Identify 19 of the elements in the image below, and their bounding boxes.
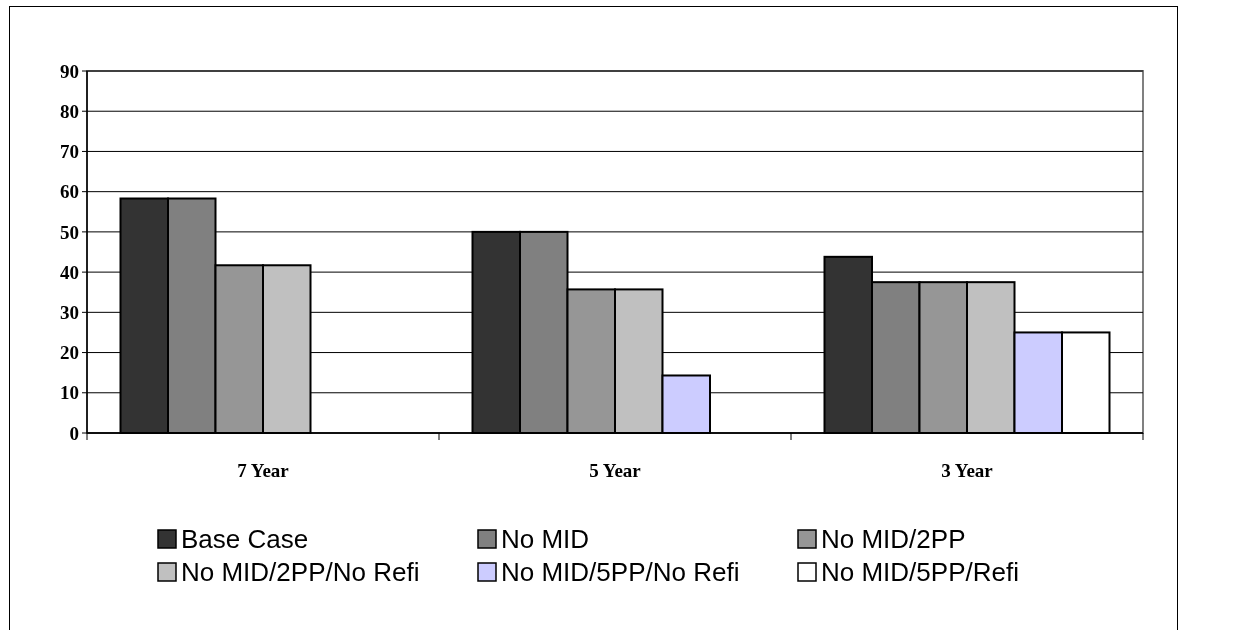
y-tick-label: 40 (60, 261, 79, 283)
y-tick-label: 20 (60, 342, 79, 364)
x-tick-label: 5 Year (589, 460, 642, 481)
y-tick-label: 10 (60, 382, 79, 404)
x-tick-label: 7 Year (237, 460, 290, 481)
y-tick-label: 80 (60, 100, 79, 122)
legend-label: No MID (501, 524, 590, 555)
y-tick-label: 60 (60, 181, 79, 203)
legend-label: No MID/2PP/No Refi (181, 557, 420, 588)
x-tick-label: 3 Year (941, 460, 994, 481)
y-tick-label: 90 (60, 60, 79, 82)
y-tick-label: 70 (60, 141, 79, 163)
y-tick-label: 0 (69, 422, 79, 444)
legend-label: Base Case (181, 524, 309, 555)
y-tick-label: 50 (60, 221, 79, 243)
legend-label: No MID/5PP/No Refi (501, 557, 740, 588)
y-tick-label: 30 (60, 301, 79, 323)
legend-label: No MID/2PP (821, 524, 966, 555)
legend-label: No MID/5PP/Refi (821, 557, 1019, 588)
